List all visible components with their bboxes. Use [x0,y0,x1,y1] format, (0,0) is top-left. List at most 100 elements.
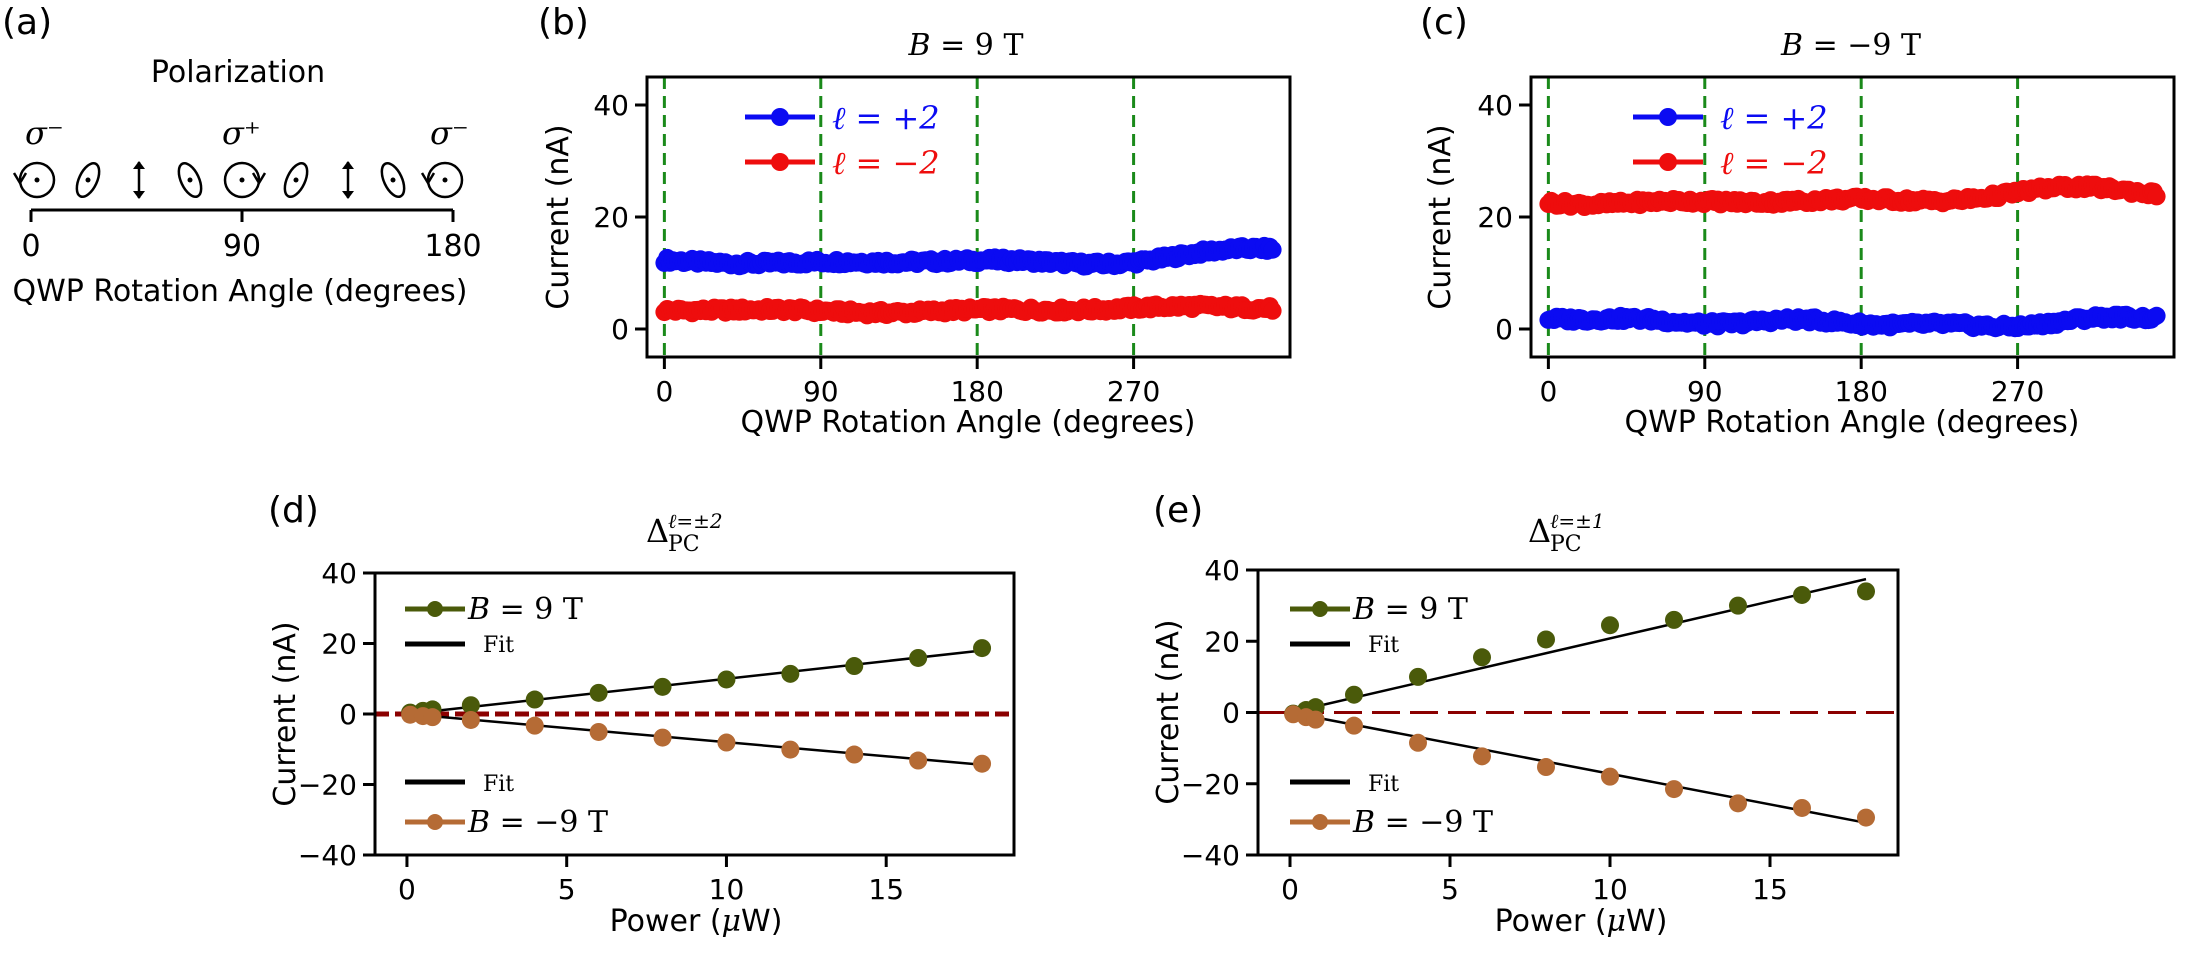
pol-ellipse-1 [75,161,101,199]
legend-e: B = 9 T Fit Fit B = −9 T [1290,592,1493,840]
x-axis-label-c: QWP Rotation Angle (degrees) [1625,405,2080,440]
legend-label-e-b9: B = 9 T [1352,592,1468,627]
y-tick-label-e-0: 0 [1222,697,1240,730]
xticks-c: 0 90 180 270 [1539,357,2044,408]
panel-b: (b) B = 9 T 0 90 180 270 0 20 40 QWP Rotation… [538,2,1292,440]
point-e-0-7 [1601,616,1619,635]
legend-c: ℓ = +2 ℓ = −2 [1633,99,1828,182]
point-e-1-6 [1537,758,1555,777]
point-b-0-219 [1263,240,1282,259]
chart-title-d: Δ PC ℓ=±2 [646,509,723,557]
legend-marker-c-l-plus2 [1659,108,1677,126]
point-d-0-11 [973,639,992,658]
fit-layer-d [410,649,983,767]
polarization-state-7 [380,161,406,199]
yticks-c: 0 20 40 [1477,89,1531,346]
axis-tick-label-0: 0 [21,229,40,264]
y-tick-label-c-40: 40 [1477,89,1513,122]
point-d-0-3 [461,696,480,715]
legend-label-c-l-plus2: ℓ = +2 [1720,99,1828,137]
x-axis-label-b: QWP Rotation Angle (degrees) [741,405,1196,440]
vlines-c [1546,77,2020,357]
legend-marker-d-bm9 [427,814,443,830]
x-axis-label-e: Power (μW) [1495,904,1668,939]
point-e-0-4 [1409,667,1427,686]
pol-arrowhead-0 [12,172,28,186]
series-layer-c [1539,175,2166,338]
point-d-0-7 [717,670,736,689]
yticks-e: −40 −20 0 20 40 [1181,554,1258,872]
y-tick-label-e--40: −40 [1181,839,1240,872]
x-tick-label-c-180: 180 [1834,375,1887,408]
legend-b: ℓ = +2 ℓ = −2 [745,99,940,182]
pol-circle-0 [18,161,56,199]
point-e-1-11 [1857,808,1875,827]
point-e-1-9 [1729,794,1747,813]
series-d-1 [401,705,992,773]
x-tick-label-d-10: 10 [709,873,745,906]
panel-label-a: (a) [2,2,52,43]
pol-ellipse-dot-1 [85,177,91,183]
pol-ellipse-5 [283,161,309,199]
panel-a: (a) Polarization σ⁻ σ⁺ σ⁻ 0 90 180 QWP R… [2,2,482,309]
y-tick-label-c-0: 0 [1495,313,1513,346]
xticks-e: 0 5 10 15 [1281,855,1788,906]
legend-label-e-fit1: Fit [1368,633,1399,658]
point-e-0-11 [1857,582,1875,601]
y-tick-label-b-0: 0 [611,313,629,346]
panel-c: (c) B = −9 T 0 90 180 270 0 20 40 QWP Rotatio… [1420,2,2176,440]
yticks-d: −40 −20 0 20 40 [298,557,375,872]
series-layer-d [401,639,992,773]
point-e-1-8 [1665,780,1683,799]
x-tick-label-e-10: 10 [1592,873,1628,906]
polarization-state-6 [342,161,354,199]
y-tick-label-e-20: 20 [1204,625,1240,658]
sigma-minus-right-label: σ⁻ [430,114,469,152]
polarization-state-8 [420,161,464,199]
xticks-b: 0 90 180 270 [655,357,1160,408]
series-e-1 [1284,705,1875,827]
x-tick-label-d-15: 15 [868,873,904,906]
legend-d: B = 9 T Fit Fit B = −9 T [405,592,608,840]
legend-marker-e-bm9 [1312,814,1328,830]
pol-arrowhead-8 [420,172,436,186]
axis-tick-label-90: 90 [223,229,261,264]
chart-title-e-main: Δ [1528,512,1551,550]
y-tick-label-d-40: 40 [321,557,357,590]
pol-linear-arrow-bottom-2 [133,191,145,199]
x-tick-label-b-90: 90 [803,375,839,408]
legend-label-b-l-minus2: ℓ = −2 [832,144,940,182]
chart-title-e: Δ PC ℓ=±1 [1528,509,1605,557]
x-tick-label-b-270: 270 [1107,375,1160,408]
pol-linear-arrow-bottom-6 [342,191,354,199]
legend-marker-b-l-minus2 [771,153,789,171]
point-e-1-10 [1793,798,1811,817]
polarization-state-5 [283,161,309,199]
pol-circle-8 [426,161,464,199]
x-tick-label-d-5: 5 [558,873,576,906]
x-tick-label-c-90: 90 [1687,375,1723,408]
point-d-0-9 [845,657,864,676]
panel-label-b: (b) [538,2,589,43]
point-d-0-10 [909,648,928,667]
y-tick-label-d--40: −40 [298,839,357,872]
point-d-1-10 [909,751,928,770]
pol-linear-arrow-top-6 [342,161,354,169]
sigma-plus-label: σ⁺ [222,114,261,152]
point-e-0-6 [1537,630,1555,649]
x-tick-label-e-5: 5 [1441,873,1459,906]
fit-line-d-1 [410,713,983,767]
legend-label-e-bm9: B = −9 T [1352,805,1493,840]
series-b-0 [655,236,1282,276]
point-e-0-8 [1665,610,1683,629]
panel-label-e: (e) [1153,490,1203,531]
point-e-1-7 [1601,767,1619,786]
x-tick-label-c-0: 0 [1539,375,1557,408]
point-e-0-5 [1473,648,1491,667]
legend-label-e-fit2: Fit [1368,772,1399,797]
fit-line-e-1 [1292,711,1867,825]
legend-marker-d-b9 [427,601,443,617]
chart-title-b: B = 9 T [908,28,1024,63]
y-axis-label-d: Current (nA) [268,621,303,806]
